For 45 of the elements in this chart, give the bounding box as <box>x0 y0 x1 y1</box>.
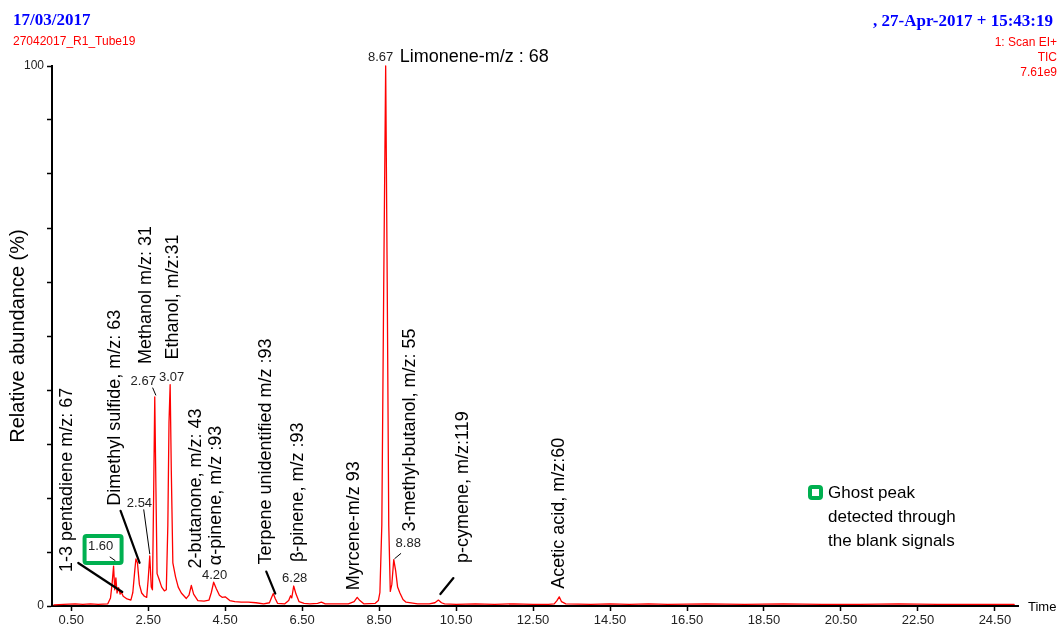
annotation: Ghost peak detected through the blank signals <box>828 482 956 550</box>
annotation: Dimethyl sulfide, m/z: 63 <box>103 309 124 506</box>
x-tick-label: 14.50 <box>593 612 627 628</box>
annotation: 1.60 <box>87 537 114 553</box>
annotation: 4.20 <box>201 566 228 582</box>
text: 1: Scan EI+ <box>994 35 1057 50</box>
annotation: 3-methyl-butanol, m/z: 55 <box>398 328 419 532</box>
annotation: α-pinene, m/z :93 <box>204 425 225 566</box>
annotation: Myrcene-m/z 93 <box>343 461 364 591</box>
annotation: Acetic acid, m/z:60 <box>548 437 569 589</box>
annotation: 2.54 <box>126 494 153 510</box>
chart-title: 17/03/2017 <box>13 10 91 30</box>
annotation: Ethanol, m/z:31 <box>162 234 183 360</box>
annotation: Methanol m/z: 31 <box>134 225 155 365</box>
x-tick-label: 0.50 <box>58 612 84 628</box>
x-axis-title: Time <box>1028 598 1057 614</box>
x-tick-label: 6.50 <box>289 612 315 628</box>
y-tick-label: 100 <box>23 58 45 73</box>
text: , 27-Apr-2017 + 15:43:19 <box>873 11 1053 31</box>
text: TIC <box>1037 50 1058 65</box>
x-tick-label: 24.50 <box>978 612 1012 628</box>
chart-subtitle: 27042017_R1_Tube19 <box>13 34 136 49</box>
x-tick-label: 8.50 <box>366 612 392 628</box>
x-tick-label: 22.50 <box>901 612 935 628</box>
y-axis-title: Relative abundance (%) <box>5 229 28 443</box>
annotation: 3.07 <box>159 369 185 385</box>
annotation: Terpene unidentified m/z :93 <box>255 338 276 565</box>
annotation: 2-butanone, m/z: 43 <box>185 408 206 569</box>
x-tick-label: 4.50 <box>212 612 238 628</box>
annotation: 1-3 pentadiene m/z: 67 <box>56 387 77 572</box>
annotation: 8.67 <box>368 48 394 64</box>
x-tick-label: 20.50 <box>824 612 858 628</box>
annotation: 8.88 <box>395 535 421 551</box>
annotation: Limonene-m/z : 68 <box>399 45 549 66</box>
annotation: 6.28 <box>282 569 308 585</box>
annotation: β-pinene, m/z :93 <box>286 422 307 563</box>
x-tick-label: 10.50 <box>439 612 473 628</box>
y-tick-label: 0 <box>37 598 45 613</box>
x-tick-label: 12.50 <box>516 612 550 628</box>
x-tick-label: 2.50 <box>135 612 161 628</box>
annotation: p-cymene, m/z:119 <box>452 411 473 564</box>
x-tick-label: 16.50 <box>670 612 704 628</box>
annotation: 2.67 <box>130 373 156 389</box>
text: 7.61e9 <box>1020 65 1058 80</box>
x-tick-label: 18.50 <box>747 612 781 628</box>
